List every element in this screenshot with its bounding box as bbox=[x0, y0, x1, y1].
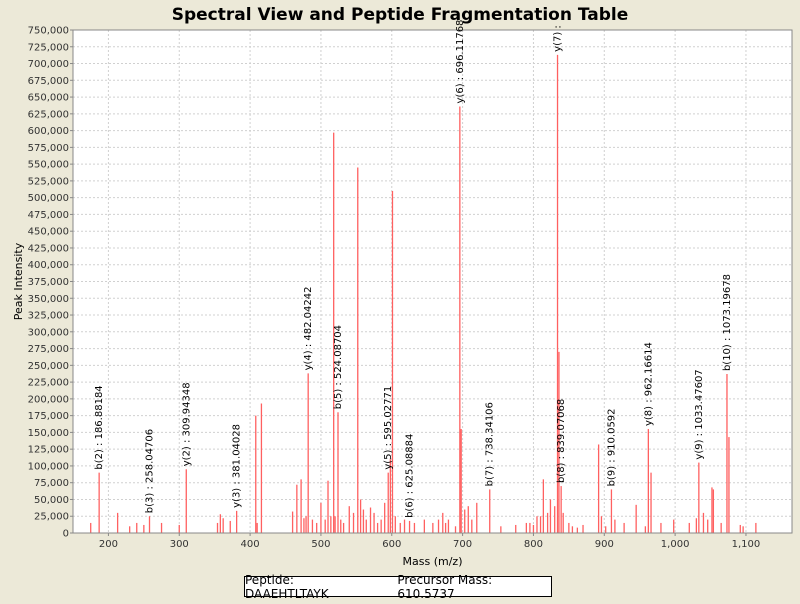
x-tick-label: 800 bbox=[524, 539, 543, 550]
y-tick-label: 700,000 bbox=[28, 59, 69, 70]
x-tick-label: 200 bbox=[99, 539, 118, 550]
y-tick-label: 175,000 bbox=[28, 411, 69, 422]
y-tick-label: 500,000 bbox=[28, 193, 69, 204]
peak-annotation: y(8) : 962.16614 bbox=[643, 342, 654, 426]
peak-annotation: b(3) : 258.04706 bbox=[145, 429, 156, 513]
y-tick-label: 50,000 bbox=[34, 495, 69, 506]
chart-title: Spectral View and Peptide Fragmentation … bbox=[172, 5, 629, 25]
y-tick-label: 650,000 bbox=[28, 93, 69, 104]
peak-annotations: b(2) : 186.88184 b(3) : 258.04706 y(2) : 3… bbox=[94, 20, 733, 518]
x-tick-label: 300 bbox=[170, 539, 189, 550]
y-tick-label: 750,000 bbox=[28, 26, 69, 37]
peak-annotation: b(7) : 738.34106 bbox=[485, 402, 496, 486]
peak-annotation: y(3) : 381.04028 bbox=[232, 424, 243, 508]
y-tick-label: 275,000 bbox=[28, 344, 69, 355]
y-tick-label: 350,000 bbox=[28, 294, 69, 305]
peak-annotation: y(6) : 696.11768 bbox=[455, 20, 466, 104]
y-tick-label: 200,000 bbox=[28, 394, 69, 405]
y-tick-label: 300,000 bbox=[28, 327, 69, 338]
y-tick-label: 450,000 bbox=[28, 227, 69, 238]
peak-annotation: y(5) : 595.02771 bbox=[383, 386, 394, 470]
y-tick-label: 425,000 bbox=[28, 243, 69, 254]
x-axis-ticks: 200 300 400 500 600 700 800 900 1,000 1,100 bbox=[99, 533, 760, 550]
y-tick-label: 150,000 bbox=[28, 428, 69, 439]
peak-annotation: b(10) : 1073.19678 bbox=[722, 274, 733, 371]
y-tick-label: 325,000 bbox=[28, 311, 69, 322]
y-tick-label: 575,000 bbox=[28, 143, 69, 154]
y-tick-label: 75,000 bbox=[34, 478, 69, 489]
peaks bbox=[90, 54, 757, 533]
y-tick-label: 625,000 bbox=[28, 109, 69, 120]
peak-annotation: b(2) : 186.88184 bbox=[94, 385, 105, 469]
y-tick-label: 550,000 bbox=[28, 160, 69, 171]
peak-annotation: y(4) : 482.04242 bbox=[303, 286, 314, 370]
plot-area bbox=[73, 30, 792, 533]
y-tick-label: 475,000 bbox=[28, 210, 69, 221]
peak-annotation: b(8) : 839.07068 bbox=[556, 399, 567, 483]
x-axis-label: Mass (m/z) bbox=[403, 555, 463, 568]
y-tick-label: 525,000 bbox=[28, 176, 69, 187]
y-tick-label: 400,000 bbox=[28, 260, 69, 271]
peak-annotation: y(7) : bbox=[553, 25, 564, 52]
y-tick-label: 0 bbox=[63, 529, 69, 540]
y-axis-ticks: 0 25,000 50,000 75,000 100,000 125,000 150,000… bbox=[28, 26, 73, 540]
x-tick-label: 900 bbox=[595, 539, 614, 550]
legend-box: Peptide: DAAEHTLTAYK Precursor Mass: 610… bbox=[244, 573, 552, 601]
y-tick-label: 25,000 bbox=[34, 512, 69, 523]
peak-annotation: b(9) : 910.0592 bbox=[606, 408, 617, 486]
peptide-label: Peptide: DAAEHTLTAYK bbox=[245, 572, 329, 601]
x-tick-label: 400 bbox=[241, 539, 260, 550]
y-tick-label: 725,000 bbox=[28, 42, 69, 53]
peak-annotation: b(5) : 524.08704 bbox=[333, 325, 344, 409]
x-tick-label: 600 bbox=[382, 539, 401, 550]
y-axis-label: Peak Intensity bbox=[12, 242, 25, 320]
y-tick-label: 225,000 bbox=[28, 378, 69, 389]
peak-annotation: y(2) : 309.94348 bbox=[181, 382, 192, 466]
x-tick-label: 1,100 bbox=[732, 539, 761, 550]
y-tick-label: 600,000 bbox=[28, 126, 69, 137]
x-tick-label: 500 bbox=[311, 539, 330, 550]
precursor-mass-label: Precursor Mass: 610.5737 bbox=[397, 572, 493, 601]
peak-annotation: b(6) : 625.08884 bbox=[405, 434, 416, 518]
y-tick-label: 250,000 bbox=[28, 361, 69, 372]
y-tick-label: 675,000 bbox=[28, 76, 69, 87]
y-tick-label: 375,000 bbox=[28, 277, 69, 288]
x-tick-label: 700 bbox=[453, 539, 472, 550]
x-tick-label: 1,000 bbox=[661, 539, 690, 550]
y-tick-label: 125,000 bbox=[28, 445, 69, 456]
peak-annotation: y(9) : 1033.47607 bbox=[694, 369, 705, 459]
y-tick-label: 100,000 bbox=[28, 461, 69, 472]
